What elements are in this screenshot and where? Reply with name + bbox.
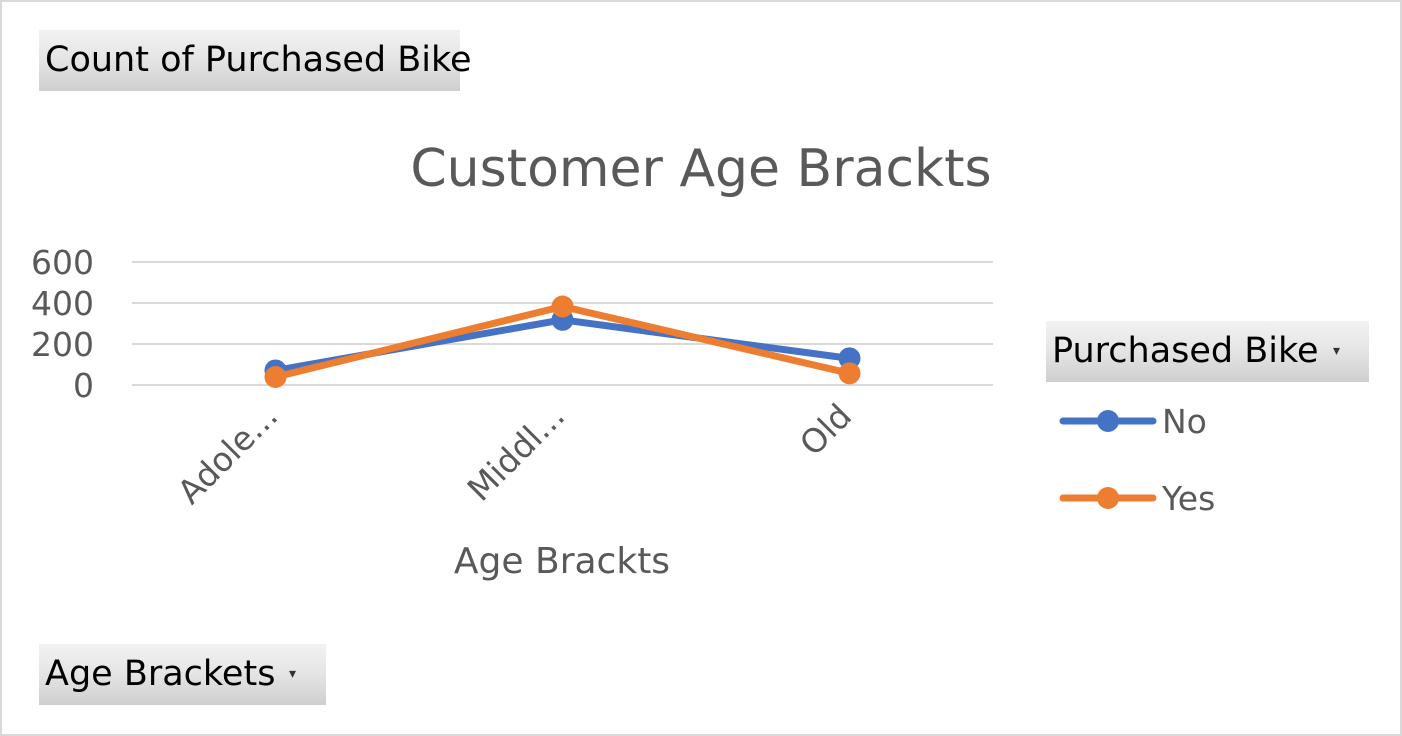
data-point[interactable]	[552, 295, 574, 317]
legend-label: No	[1162, 402, 1207, 441]
series-yes	[265, 295, 861, 388]
x-tick-label: Adole...	[170, 396, 285, 511]
x-tick-label: Middl...	[460, 396, 573, 509]
series-no	[265, 309, 861, 382]
x-axis-title: Age Brackts	[454, 541, 670, 582]
chart-title: Customer Age Brackts	[410, 139, 991, 199]
legend-label: Yes	[1161, 479, 1215, 518]
legend: No Yes	[1063, 402, 1215, 518]
x-tick-label: Old	[792, 396, 859, 463]
legend-item[interactable]: Yes	[1063, 479, 1215, 518]
y-tick-label: 200	[31, 325, 94, 364]
y-tick-label: 0	[73, 366, 94, 405]
y-tick-label: 400	[31, 284, 94, 323]
legend-marker-icon	[1097, 487, 1119, 509]
plot-series	[265, 295, 861, 388]
y-tick-label: 600	[31, 243, 94, 282]
data-point[interactable]	[265, 366, 287, 388]
legend-item[interactable]: No	[1063, 402, 1207, 441]
x-axis-tick-labels: Adole... Middl... Old	[170, 396, 859, 511]
legend-marker-icon	[1097, 410, 1119, 432]
data-point[interactable]	[839, 362, 861, 384]
